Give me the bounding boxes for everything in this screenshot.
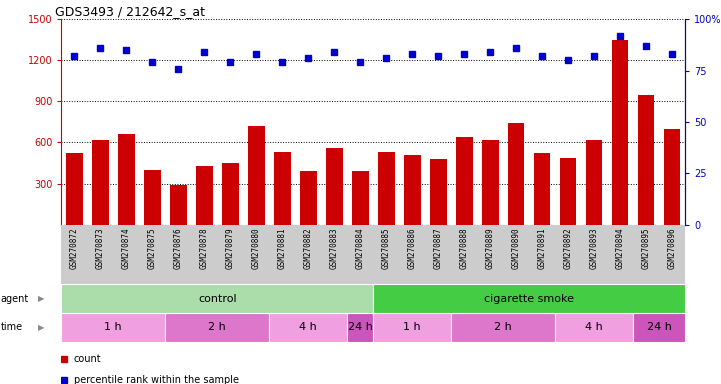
Bar	[611, 40, 629, 225]
Bar	[585, 140, 603, 225]
Text: GSM270872: GSM270872	[70, 228, 79, 269]
Text: GSM270894: GSM270894	[616, 228, 624, 269]
Bar	[169, 185, 187, 225]
Text: control: control	[198, 293, 236, 304]
Text: ▶: ▶	[37, 323, 44, 332]
Text: 1 h: 1 h	[105, 322, 122, 333]
Text: time: time	[1, 322, 23, 333]
Text: cigarette smoke: cigarette smoke	[484, 293, 574, 304]
Bar	[373, 284, 685, 313]
Text: GSM270882: GSM270882	[304, 228, 313, 269]
Text: 4 h: 4 h	[299, 322, 317, 333]
Bar	[404, 155, 420, 225]
Text: GSM270878: GSM270878	[200, 228, 208, 269]
Bar	[61, 284, 373, 313]
Text: GSM270874: GSM270874	[122, 228, 131, 269]
Bar	[508, 123, 524, 225]
Bar	[534, 154, 550, 225]
Text: 2 h: 2 h	[208, 322, 226, 333]
Bar	[300, 171, 317, 225]
Bar	[633, 313, 685, 342]
Bar	[66, 154, 83, 225]
Text: count: count	[74, 354, 102, 364]
Bar	[559, 157, 577, 225]
Text: GSM270881: GSM270881	[278, 228, 287, 269]
Text: GSM270884: GSM270884	[355, 228, 365, 269]
Bar	[430, 159, 446, 225]
Bar	[143, 170, 161, 225]
Text: GSM270876: GSM270876	[174, 228, 182, 269]
Bar	[378, 152, 394, 225]
Text: GSM270888: GSM270888	[459, 228, 469, 269]
Bar	[352, 171, 368, 225]
Bar	[222, 163, 239, 225]
Text: GSM270875: GSM270875	[148, 228, 156, 269]
Text: GSM270893: GSM270893	[590, 228, 598, 269]
Text: GSM270879: GSM270879	[226, 228, 235, 269]
Text: 24 h: 24 h	[348, 322, 373, 333]
Text: GSM270883: GSM270883	[329, 228, 339, 269]
Text: 24 h: 24 h	[647, 322, 671, 333]
Bar	[165, 313, 269, 342]
Text: 2 h: 2 h	[494, 322, 512, 333]
Bar	[196, 166, 213, 225]
Bar	[269, 313, 347, 342]
Text: 1 h: 1 h	[403, 322, 421, 333]
Text: GSM270890: GSM270890	[511, 228, 521, 269]
Text: GDS3493 / 212642_s_at: GDS3493 / 212642_s_at	[55, 5, 205, 18]
Bar	[61, 313, 165, 342]
Text: GSM270880: GSM270880	[252, 228, 261, 269]
Text: GSM270887: GSM270887	[433, 228, 443, 269]
Text: ▶: ▶	[37, 294, 44, 303]
Bar	[92, 140, 109, 225]
Bar	[663, 129, 681, 225]
Bar	[637, 94, 655, 225]
Bar	[555, 313, 633, 342]
Bar	[482, 140, 498, 225]
Bar	[373, 313, 451, 342]
Text: GSM270896: GSM270896	[668, 228, 676, 269]
Bar	[347, 313, 373, 342]
Bar	[274, 152, 291, 225]
Text: GSM270886: GSM270886	[407, 228, 417, 269]
Text: GSM270873: GSM270873	[96, 228, 105, 269]
Text: GSM270885: GSM270885	[381, 228, 391, 269]
Bar	[451, 313, 555, 342]
Text: 4 h: 4 h	[585, 322, 603, 333]
Text: GSM270895: GSM270895	[642, 228, 650, 269]
Bar	[456, 137, 472, 225]
Bar	[118, 134, 135, 225]
Bar	[248, 126, 265, 225]
Bar	[326, 148, 342, 225]
Text: agent: agent	[1, 293, 29, 304]
Text: GSM270891: GSM270891	[538, 228, 547, 269]
Text: percentile rank within the sample: percentile rank within the sample	[74, 375, 239, 384]
Text: GSM270892: GSM270892	[564, 228, 572, 269]
Text: GSM270889: GSM270889	[485, 228, 495, 269]
